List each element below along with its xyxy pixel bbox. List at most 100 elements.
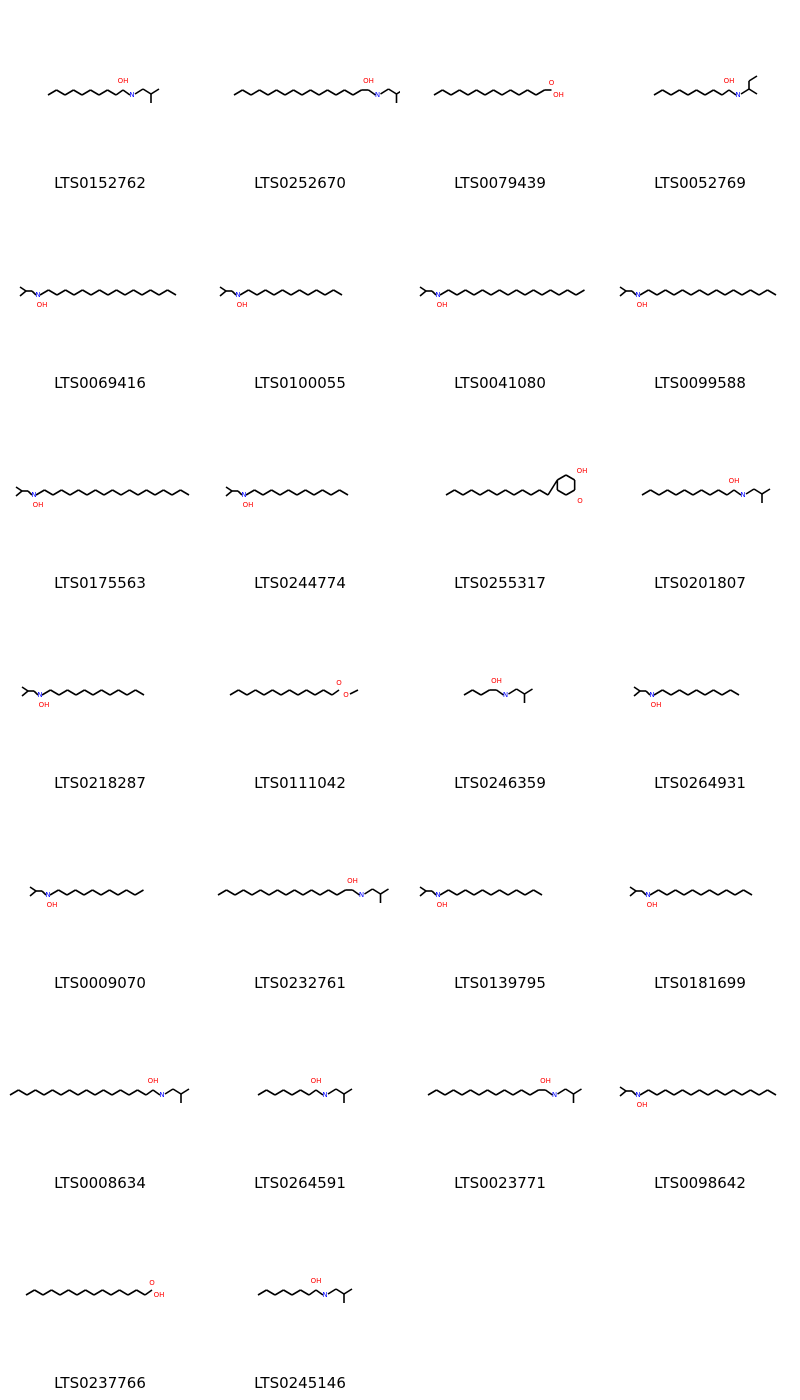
bond — [19, 290, 27, 297]
bond — [670, 89, 680, 96]
bond — [716, 1089, 726, 1096]
bond — [90, 89, 100, 96]
bond — [52, 1089, 62, 1096]
bond — [144, 1289, 153, 1296]
bond — [29, 886, 37, 892]
bond — [349, 689, 359, 695]
bond — [656, 289, 666, 296]
nitrogen-label: N — [35, 291, 40, 299]
bond — [687, 89, 697, 96]
bond — [288, 489, 298, 496]
bond — [459, 89, 469, 96]
bond — [313, 489, 323, 496]
bond — [633, 686, 641, 692]
bond — [619, 1086, 627, 1092]
bond — [619, 290, 627, 297]
bond — [734, 889, 744, 896]
bond — [352, 889, 360, 896]
structure-drawing: OHN — [233, 77, 400, 103]
bond — [120, 489, 130, 496]
molecule-id-label: LTS0100055 — [254, 374, 346, 392]
bond — [259, 89, 269, 96]
bond — [510, 89, 520, 96]
bond — [75, 889, 85, 896]
bond — [656, 1089, 666, 1096]
bond — [673, 1089, 683, 1096]
bond — [84, 689, 94, 696]
bond — [758, 289, 768, 296]
bond — [102, 1289, 112, 1296]
bond — [300, 1089, 310, 1096]
bond — [299, 289, 309, 296]
bond — [679, 89, 689, 96]
molecule-card: OH N LTS0252670 — [200, 0, 400, 200]
bond — [19, 286, 27, 292]
bond — [335, 1088, 345, 1095]
bond — [219, 286, 227, 292]
hydroxyl-label: OH — [33, 501, 44, 509]
bond — [180, 489, 190, 496]
bond — [707, 1089, 717, 1096]
bond — [300, 1289, 310, 1296]
bond — [35, 1089, 45, 1096]
structure-drawing: N OH — [629, 886, 753, 909]
molecule-card: N OH LTS0139795 — [400, 800, 600, 1000]
bond — [682, 1089, 692, 1096]
bond — [499, 889, 509, 896]
bond — [427, 1089, 437, 1096]
nitrogen-label: N — [635, 1091, 640, 1099]
bond — [254, 489, 264, 496]
molecule-id-label: LTS0175563 — [54, 574, 146, 592]
bond — [107, 289, 117, 296]
structure-drawing: N OH — [419, 886, 543, 909]
bond — [462, 489, 472, 496]
bond — [127, 1289, 137, 1296]
bond — [631, 290, 637, 296]
bond — [767, 1089, 777, 1096]
bond — [245, 489, 255, 496]
bond — [490, 889, 500, 896]
bond — [47, 89, 57, 96]
bond — [709, 889, 719, 896]
bond — [67, 689, 77, 696]
structure-drawing: N OH — [29, 886, 144, 909]
bond — [225, 486, 233, 492]
bond — [323, 689, 333, 696]
bond — [565, 474, 576, 481]
bond — [631, 1090, 637, 1096]
bond — [273, 289, 283, 296]
molecule-card: N OH LTS0218287 — [0, 600, 200, 800]
bond — [639, 289, 649, 296]
bond — [78, 489, 88, 496]
bond — [94, 1089, 104, 1096]
molecule-id-label: LTS0041080 — [454, 374, 546, 392]
structure-drawing: OHN — [47, 77, 160, 103]
bond — [456, 289, 466, 296]
molecule-card: OH N LTS0052769 — [600, 0, 800, 200]
bond — [246, 689, 256, 696]
bond — [343, 1288, 353, 1295]
oxygen-label: O — [549, 79, 555, 87]
molecule-card: N OH LTS0181699 — [600, 800, 800, 1000]
bond — [753, 488, 763, 495]
bond — [50, 689, 60, 696]
bond — [302, 889, 312, 896]
bond — [51, 1289, 61, 1296]
bond — [465, 289, 475, 296]
bond — [217, 889, 227, 896]
bond — [724, 289, 734, 296]
bond — [39, 289, 49, 296]
bond — [276, 89, 286, 96]
bond — [667, 489, 677, 496]
bond — [296, 489, 306, 496]
bond — [283, 1289, 293, 1296]
bond — [29, 890, 37, 897]
bond — [109, 889, 119, 896]
molecule-card: N OH LTS0264931 — [600, 600, 800, 800]
bond — [34, 1289, 44, 1296]
bond — [533, 289, 543, 296]
structure-drawing: OHN — [257, 1277, 353, 1303]
hydroxyl-label: OH — [729, 477, 740, 485]
bond — [262, 489, 272, 496]
bond — [238, 689, 248, 696]
